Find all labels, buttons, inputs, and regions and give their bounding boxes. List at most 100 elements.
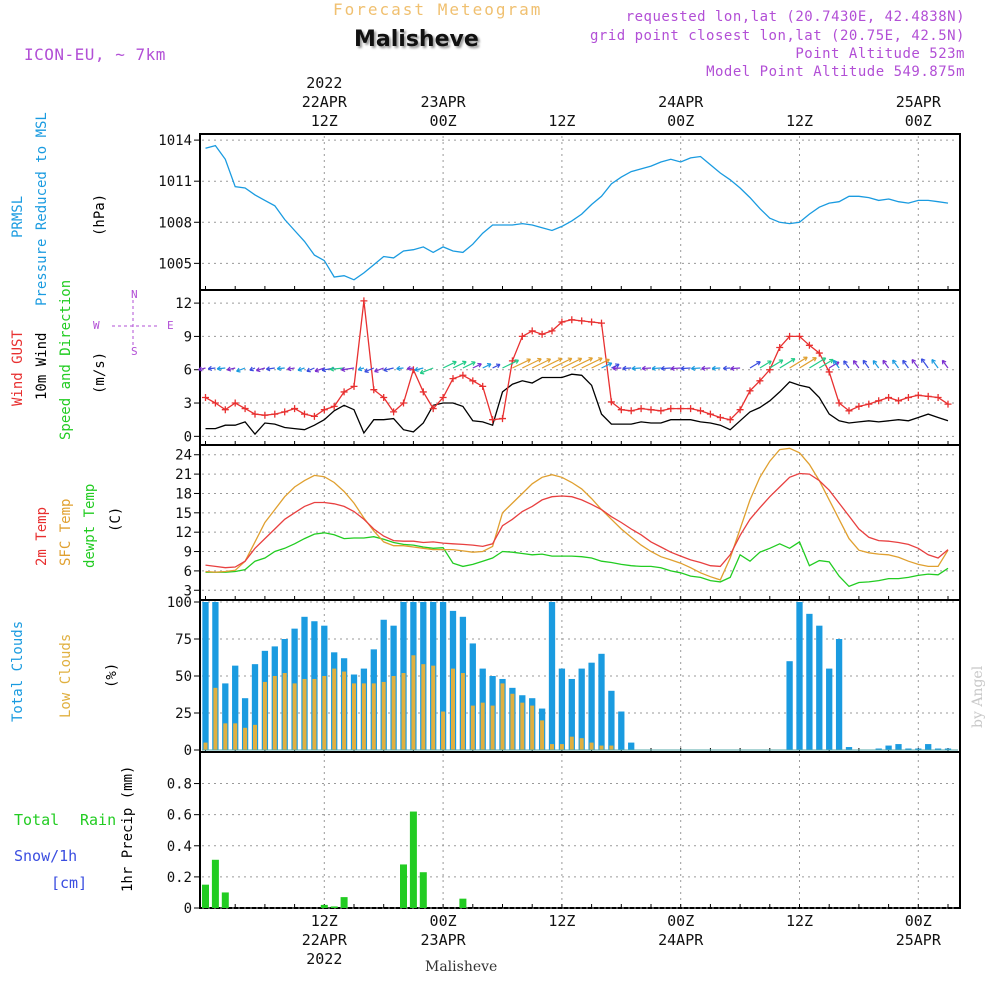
wind-arrow-head — [902, 359, 907, 365]
wind-arrow — [789, 356, 808, 369]
wind-arrow — [420, 367, 434, 374]
panel-frame — [199, 751, 961, 909]
total-cloud-bar — [885, 745, 892, 750]
panel-3: 0 25 50 75 100 — [167, 595, 961, 759]
compass-w: W — [93, 319, 100, 332]
wind-arrow — [680, 367, 691, 370]
total-cloud-bar — [786, 661, 793, 750]
grid-point-coords: grid point closest lon,lat (20.75E, 42.5… — [589, 28, 965, 44]
wind-arrow-head — [452, 360, 457, 366]
low-cloud-bar — [540, 720, 545, 750]
gust-marker — [558, 318, 566, 326]
rain-bar — [340, 897, 348, 908]
wind-arrow — [601, 362, 613, 369]
wind-arrow-head — [374, 368, 379, 373]
low-cloud-bar — [233, 723, 238, 750]
gust-marker — [607, 398, 615, 406]
wind-arrow — [561, 357, 582, 369]
gust-marker — [895, 397, 902, 405]
wind-arrow-head — [249, 366, 254, 372]
wind-arrow — [652, 367, 661, 370]
y-tick-label: 0 — [184, 901, 192, 917]
model-point-altitude: Model Point Altitude 549.875m — [706, 64, 965, 80]
rain-bar — [459, 898, 467, 908]
wind-arrow-head — [255, 367, 261, 373]
total-cloud-bar — [826, 668, 833, 750]
gust-marker — [459, 371, 467, 379]
wind-arrow — [921, 358, 929, 369]
gust-marker — [647, 406, 655, 414]
wind-arrow-head — [778, 359, 784, 364]
rain-bar — [400, 864, 407, 908]
total-cloud-bar — [588, 662, 595, 750]
low-cloud-bar — [569, 736, 574, 750]
y-tick-label: 21 — [175, 467, 192, 483]
wind-arrow-head — [207, 365, 213, 372]
bottom-axis-label: 00Z — [667, 912, 695, 930]
wind-arrow-head — [812, 357, 817, 362]
gust-marker — [281, 408, 289, 416]
y-tick-label: 3 — [184, 583, 192, 599]
total-cloud-bar — [915, 748, 922, 750]
gust-marker — [796, 332, 803, 340]
gust-marker — [885, 393, 893, 401]
low-cloud-bar — [262, 681, 267, 750]
wind-arrow — [691, 367, 701, 370]
wind-arrow-head — [477, 362, 482, 368]
point-altitude: Point Altitude 523m — [795, 46, 965, 62]
wind-arrow-head — [711, 365, 716, 371]
wind-arrow — [809, 357, 826, 369]
bottom-axis-label: 12Z — [785, 912, 814, 930]
gust-marker — [598, 319, 605, 327]
wind-gust-line — [205, 300, 949, 421]
wind-arrow — [642, 367, 652, 370]
total-cloud-bar — [578, 668, 585, 750]
top-axis-label: 00Z — [904, 112, 932, 130]
low-cloud-bar — [460, 673, 465, 750]
low-cloud-bar — [451, 668, 455, 750]
gust-marker — [528, 327, 536, 335]
wind-arrow-head — [607, 362, 613, 367]
wind-arrow — [482, 363, 492, 369]
wind-arrow-head — [462, 360, 467, 366]
wind-arrow — [759, 360, 772, 369]
y-tick-label: 0 — [184, 743, 192, 759]
total-cloud-bar — [608, 690, 615, 750]
wind-arrow — [306, 367, 315, 372]
wind-arrow — [571, 357, 593, 369]
bottom-axis-label: 12Z — [548, 912, 576, 930]
gust-marker — [865, 400, 873, 408]
wind-arrow — [314, 367, 325, 372]
top-axis-label: 23APR — [420, 93, 466, 111]
wind-arrow — [330, 367, 345, 370]
wind-arrow — [472, 363, 482, 369]
low-cloud-bar — [223, 723, 228, 750]
wind-arrow — [208, 367, 216, 370]
low-cloud-bar — [342, 671, 347, 750]
total-cloud-bar — [628, 742, 635, 750]
bottom-axis-label: 25APR — [895, 931, 941, 949]
low-cloud-bar — [559, 744, 564, 750]
wind-arrow-head — [486, 363, 492, 368]
wind-arrow — [622, 367, 632, 370]
precip-total-label: Total — [14, 811, 60, 829]
gust-marker — [340, 388, 348, 396]
wind-arrow-head — [364, 368, 369, 373]
wind-arrow — [828, 361, 840, 369]
wind-arrow-head — [821, 357, 827, 362]
sfc-temp-line — [205, 447, 949, 581]
total-cloud-bar — [439, 602, 447, 750]
y-tick-label: 0.8 — [167, 777, 192, 793]
wind-arrow — [383, 367, 394, 371]
gust-marker — [825, 368, 833, 376]
gust-marker — [835, 399, 843, 407]
wind-arrow-head — [216, 365, 222, 372]
wind-arrow — [522, 358, 542, 369]
total-cloud-bar — [895, 744, 902, 750]
low-cloud-bar — [530, 705, 535, 750]
wind-arrow — [941, 359, 949, 369]
wind-arrow — [882, 359, 890, 369]
wind-arrow — [502, 359, 519, 369]
panel-0: 1005 1008 1011 1014 — [158, 133, 961, 291]
wind-arrow-head — [852, 360, 858, 365]
